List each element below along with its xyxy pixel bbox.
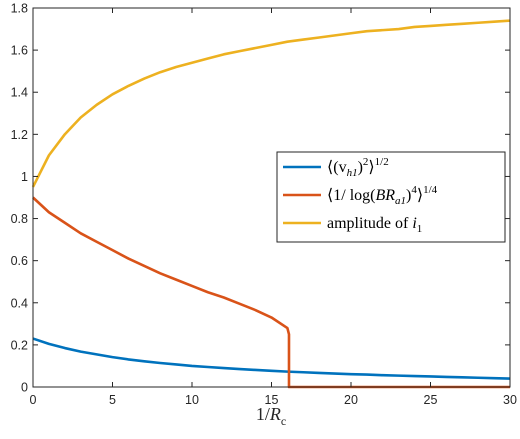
x-tick-label: 30 [503, 393, 517, 407]
legend-label-part: 2 [363, 156, 369, 168]
legend-label-part: ) [406, 187, 411, 204]
legend-entry: ⟨1/ log(BRa1)4⟩1/4 [283, 184, 438, 207]
y-tick-label: 0.2 [11, 338, 28, 352]
x-axis-label-text: 1/Rc [256, 404, 286, 428]
legend-label: ⟨(vh1)2⟩1/2 [327, 156, 389, 179]
legend-label-part: ⟨(v [327, 159, 347, 176]
y-tick-label: 1.8 [11, 2, 28, 16]
x-tick: 30 [503, 8, 517, 407]
x-tick: 5 [109, 8, 116, 407]
x-axis-label-italic: R [269, 404, 281, 424]
y-tick-label: 0.4 [11, 296, 28, 310]
x-tick-label: 5 [109, 393, 116, 407]
x-tick-label: 20 [344, 393, 358, 407]
x-tick: 10 [185, 8, 199, 407]
y-tick: 1.6 [11, 44, 510, 58]
legend-label-part: i [412, 215, 416, 232]
y-tick: 0.4 [11, 296, 510, 310]
legend-entry: ⟨(vh1)2⟩1/2 [283, 156, 389, 179]
axes-layer: 0 5 10 15 20 25 30 0 0.2 0.4 0.6 0.8 1 1.2 1.4 1.6 1.8 [11, 2, 517, 408]
y-tick: 1 [21, 170, 510, 184]
y-tick-label: 1.2 [11, 128, 28, 142]
y-tick-label: 0.6 [11, 254, 28, 268]
y-tick-label: 1 [21, 170, 28, 184]
legend-entry: amplitude of i1 [283, 215, 422, 235]
x-tick-label: 10 [185, 393, 199, 407]
legend-label-part: h1 [347, 167, 358, 179]
y-tick-label: 1.6 [11, 44, 28, 58]
y-tick: 0.6 [11, 254, 510, 268]
legend-label-part: ⟩ [368, 159, 374, 176]
y-tick: 0 [21, 381, 510, 395]
y-tick-label: 0.8 [11, 212, 28, 226]
legend-label-part: ⟩ [417, 187, 423, 204]
legend-label-part: BR [375, 187, 395, 204]
y-tick: 1.2 [11, 128, 510, 142]
x-tick: 0 [30, 8, 37, 407]
legend-label-part: 1 [417, 223, 423, 235]
y-tick: 0.2 [11, 338, 510, 352]
legend-label: ⟨1/ log(BRa1)4⟩1/4 [327, 184, 438, 207]
series-line-1 [32, 337, 511, 380]
legend-label-part: amplitude of [327, 215, 412, 232]
y-tick: 0.8 [11, 212, 510, 226]
y-tick: 1.8 [11, 2, 510, 16]
x-axis-label-sub: c [281, 414, 286, 428]
x-tick-label: 0 [30, 393, 37, 407]
legend-label-part: 1/2 [375, 156, 389, 168]
y-tick: 1.4 [11, 86, 510, 100]
x-axis-label: 1/Rc [256, 404, 286, 428]
x-tick: 25 [424, 8, 438, 407]
x-tick: 15 [265, 8, 279, 407]
x-tick-label: 15 [265, 393, 279, 407]
legend-label: amplitude of i1 [327, 215, 422, 235]
x-axis-label-main: 1/ [256, 404, 270, 424]
x-tick-label: 25 [424, 393, 438, 407]
y-tick-label: 1.4 [11, 86, 28, 100]
y-tick-label: 0 [21, 381, 28, 395]
x-tick: 20 [344, 8, 358, 407]
legend-label-part: a1 [395, 195, 406, 207]
legend-label-part: 1/4 [423, 184, 438, 196]
legend-label-part: ) [358, 159, 363, 176]
legend-label-part: ⟨1/ log( [327, 187, 375, 204]
legend-label-part: 4 [411, 184, 417, 196]
series-line-3 [31, 19, 511, 188]
